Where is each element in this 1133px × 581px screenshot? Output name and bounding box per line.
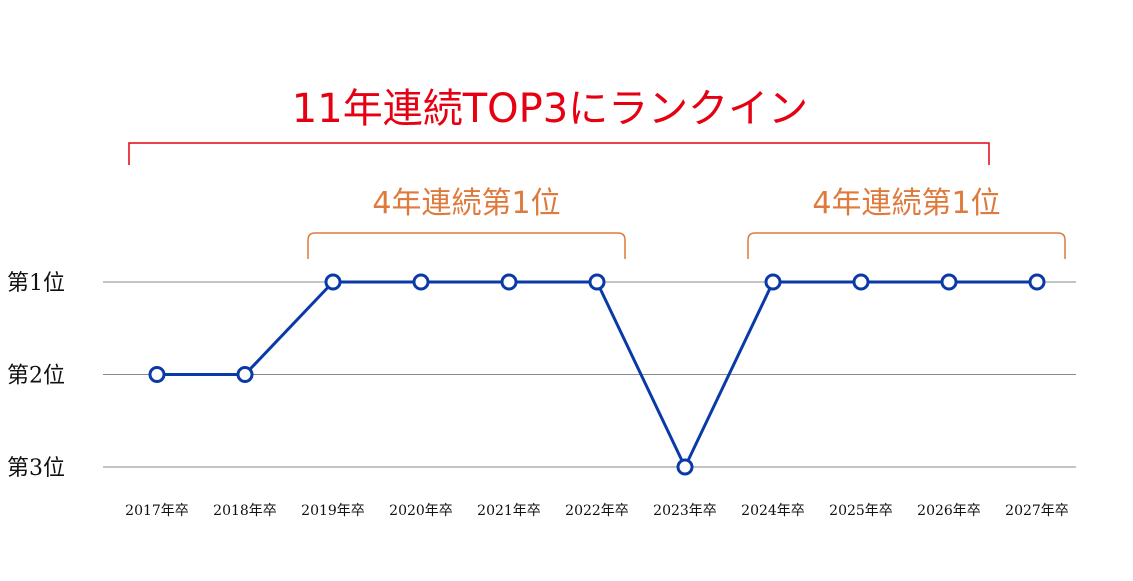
annotation-label-0: 4年連続第1位 [372,186,560,221]
x-tick-label-2025年卒: 2025年卒 [829,503,893,519]
data-point-2019年卒 [324,273,342,291]
x-tick-label-2023年卒: 2023年卒 [653,503,717,519]
data-point-2022年卒 [588,273,606,291]
data-point-2024年卒 [764,273,782,291]
x-tick-label-2020年卒: 2020年卒 [389,503,453,519]
data-point-2027年卒 [1028,273,1046,291]
x-tick-label-2019年卒: 2019年卒 [301,503,365,519]
x-tick-label-2018年卒: 2018年卒 [213,503,277,519]
data-point-2026年卒 [940,273,958,291]
chart-title: 11年連続TOP3にランクイン [292,86,808,132]
annotation-label-1: 4年連続第1位 [812,186,1000,221]
data-point-2020年卒 [412,273,430,291]
y-tick-label-3: 第3位 [7,456,65,481]
data-point-2025年卒 [852,273,870,291]
x-tick-label-2021年卒: 2021年卒 [477,503,541,519]
rank-series-points [148,273,1046,476]
y-tick-label-2: 第2位 [7,364,65,389]
title-bracket [128,142,990,165]
data-point-2023年卒 [676,458,694,476]
annotation-bracket-1 [747,232,1066,259]
data-point-2021年卒 [500,273,518,291]
x-axis-labels: 2017年卒 2018年卒 2019年卒 2020年卒 2021年卒 2022年卒 2023… [125,503,1069,519]
x-tick-label-2024年卒: 2024年卒 [741,503,805,519]
data-point-2018年卒 [236,366,254,383]
x-tick-label-2027年卒: 2027年卒 [1005,503,1069,519]
x-tick-label-2017年卒: 2017年卒 [125,503,189,519]
x-tick-label-2022年卒: 2022年卒 [565,503,629,519]
annotation-bracket-0 [307,232,626,259]
x-tick-label-2026年卒: 2026年卒 [917,503,981,519]
y-tick-label-1: 第1位 [7,271,65,296]
data-point-2017年卒 [148,366,166,383]
